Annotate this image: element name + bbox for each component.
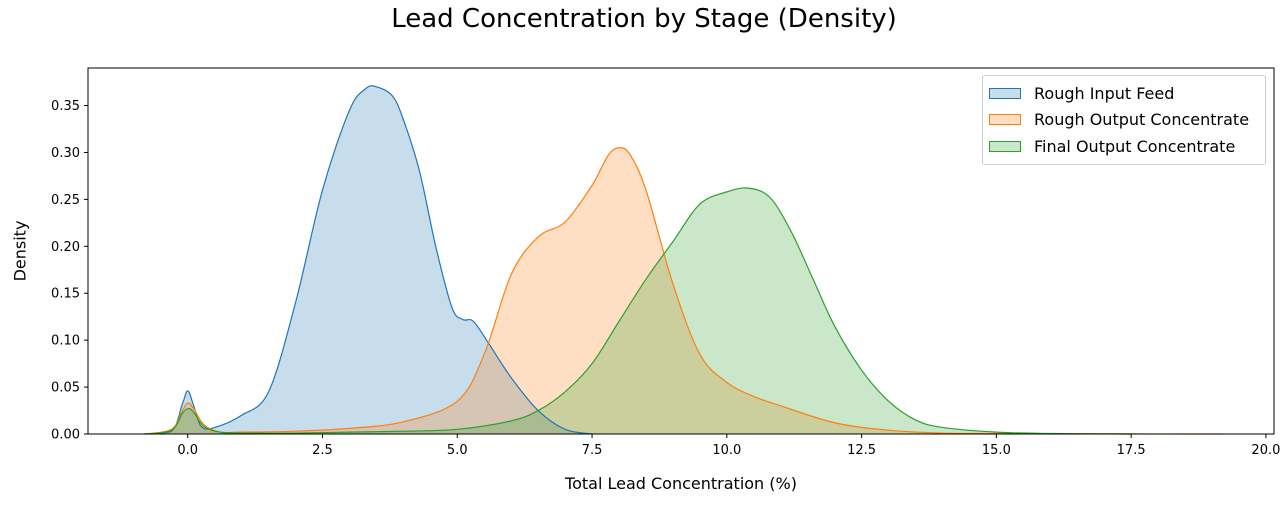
- legend-label: Final Output Concentrate: [1034, 136, 1236, 156]
- y-tick-label: 0.25: [51, 193, 80, 208]
- x-tick-label: 2.5: [312, 443, 333, 458]
- density-area-rough-input-feed: [144, 85, 593, 435]
- y-tick-label: 0.20: [51, 240, 80, 255]
- density-line-final-output-concentrate: [144, 187, 1132, 435]
- x-tick-label: 10.0: [712, 443, 741, 458]
- x-axis-label: Total Lead Concentration (%): [565, 474, 797, 493]
- series-lines: [144, 85, 1223, 435]
- legend-label: Rough Input Feed: [1034, 83, 1175, 103]
- density-area-final-output-concentrate: [144, 187, 1132, 434]
- density-line-rough-output-concentrate: [144, 147, 1223, 435]
- x-tick-label: 12.5: [847, 443, 876, 458]
- legend-item: Rough Output Concentrate: [983, 107, 1265, 134]
- x-tick-label: 15.0: [982, 443, 1011, 458]
- y-tick-label: 0.05: [51, 381, 80, 396]
- y-tick-label: 0.30: [51, 146, 80, 161]
- x-tick-label: 5.0: [447, 443, 468, 458]
- x-tick-label: 7.5: [582, 443, 603, 458]
- y-tick-label: 0.15: [51, 287, 80, 302]
- y-tick-label: 0.00: [51, 428, 80, 443]
- series-areas: [144, 85, 1223, 435]
- x-tick-label: 17.5: [1117, 443, 1146, 458]
- x-tick-label: 20.0: [1251, 443, 1280, 458]
- chart-title: Lead Concentration by Stage (Density): [391, 4, 897, 34]
- legend: Rough Input Feed Rough Output Concentrate…: [982, 75, 1266, 165]
- y-tick-label: 0.10: [51, 334, 80, 349]
- legend-item: Final Output Concentrate: [983, 133, 1265, 160]
- density-area-rough-output-concentrate: [144, 147, 1223, 434]
- legend-swatch: [989, 114, 1021, 126]
- x-tick-label: 0.0: [177, 443, 198, 458]
- y-tick-label: 0.35: [51, 99, 80, 114]
- legend-item: Rough Input Feed: [983, 80, 1265, 107]
- x-axis: 0.0 2.5 5.0 7.5 10.0 12.5 15.0 17.5 20.0: [177, 434, 1280, 458]
- y-axis: 0.00 0.05 0.10 0.15 0.20 0.25 0.30 0.35: [51, 99, 88, 443]
- legend-label: Rough Output Concentrate: [1034, 110, 1250, 130]
- legend-swatch: [989, 140, 1021, 152]
- legend-swatch: [989, 87, 1021, 99]
- plot-frame: [87, 67, 1275, 435]
- y-axis-label: Density: [10, 220, 30, 282]
